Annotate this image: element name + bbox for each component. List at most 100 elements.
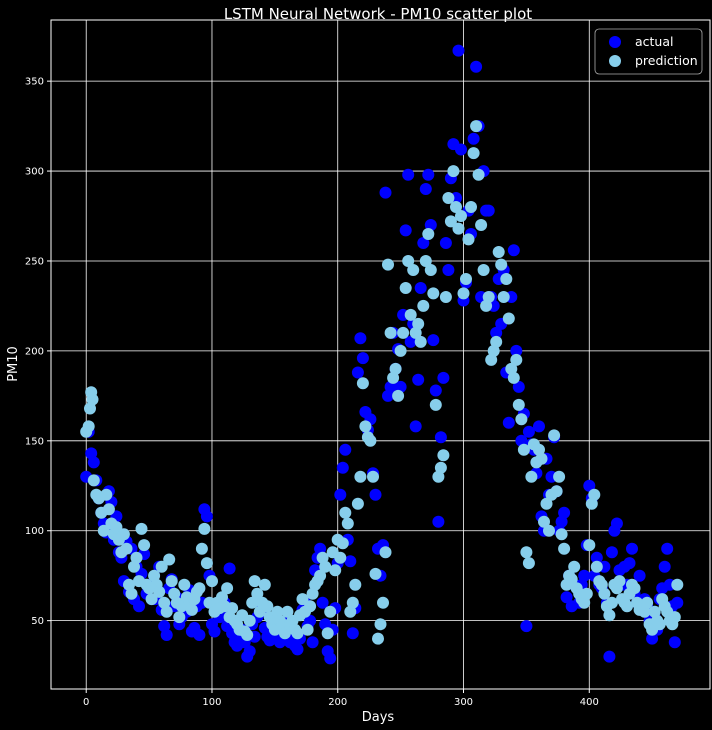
actual-point — [422, 168, 435, 181]
prediction-point — [281, 605, 294, 618]
prediction-point — [442, 192, 455, 204]
actual-point — [351, 366, 364, 379]
prediction-point — [195, 542, 208, 555]
actual-point — [520, 620, 533, 633]
prediction-point — [153, 585, 166, 598]
prediction-point — [487, 344, 500, 357]
prediction-point — [344, 605, 357, 618]
prediction-point — [102, 503, 115, 516]
prediction-point — [241, 629, 254, 641]
prediction-point — [314, 569, 327, 582]
prediction-point — [216, 591, 228, 604]
prediction-point — [243, 614, 256, 627]
prediction-point — [533, 443, 545, 456]
prediction-point — [653, 618, 666, 631]
prediction-point — [434, 461, 447, 474]
prediction-point — [455, 210, 467, 222]
x-tick-label: 300 — [454, 697, 473, 708]
prediction-point — [605, 596, 618, 609]
prediction-point — [178, 578, 191, 591]
prediction-point — [248, 575, 261, 588]
actual-point — [583, 479, 596, 492]
prediction-point — [517, 443, 530, 456]
prediction-point — [251, 587, 264, 600]
prediction-point — [505, 362, 518, 375]
prediction-point — [369, 567, 382, 580]
prediction-point — [86, 393, 99, 406]
actual-point — [510, 344, 523, 357]
prediction-point — [110, 521, 123, 534]
actual-point — [382, 389, 394, 402]
prediction-point — [525, 470, 538, 483]
prediction-point — [580, 587, 593, 600]
prediction-point — [502, 312, 515, 325]
y-tick-label: 50 — [31, 616, 44, 627]
prediction-point — [497, 291, 510, 303]
prediction-point — [138, 539, 151, 552]
actual-point — [223, 562, 236, 575]
prediction-point — [372, 632, 384, 645]
actual-point — [668, 636, 681, 649]
prediction-point — [520, 546, 533, 559]
prediction-point — [379, 546, 392, 559]
actual-point — [512, 380, 525, 393]
legend-marker-prediction — [609, 55, 621, 67]
x-axis-label: Days — [362, 710, 395, 725]
prediction-point — [414, 335, 427, 348]
actual-point — [394, 380, 407, 393]
prediction-point — [397, 326, 410, 339]
actual-point — [522, 425, 535, 438]
prediction-point — [588, 488, 601, 501]
prediction-point — [384, 326, 397, 339]
prediction-point — [465, 201, 477, 213]
prediction-point — [296, 593, 309, 606]
actual-point — [87, 456, 100, 469]
y-axis-label: PM10 — [6, 346, 21, 382]
prediction-point — [412, 317, 425, 330]
actual-point — [455, 143, 467, 156]
actual-point — [432, 515, 445, 528]
prediction-point — [668, 611, 681, 624]
prediction-point — [123, 578, 135, 591]
plot-frame — [50, 19, 711, 690]
prediction-point — [221, 582, 234, 595]
x-tick-label: 200 — [328, 697, 347, 708]
actual-point — [439, 237, 452, 249]
actual-point — [605, 546, 618, 559]
prediction-point — [548, 429, 561, 442]
actual-point — [442, 264, 455, 276]
prediction-point — [565, 573, 578, 586]
prediction-point — [324, 605, 337, 618]
prediction-point — [341, 517, 354, 530]
prediction-point — [568, 560, 581, 573]
actual-point — [304, 614, 317, 627]
prediction-point — [148, 569, 161, 582]
actual-point — [306, 636, 319, 649]
y-tick-label: 300 — [25, 167, 44, 178]
x-tick-label: 400 — [580, 697, 599, 708]
actual-point — [334, 488, 347, 501]
chart-title: LSTM Neural Network - PM10 scatter plot — [224, 5, 532, 23]
legend-label-actual: actual — [635, 34, 674, 49]
x-tick-label: 100 — [202, 697, 221, 708]
prediction-point — [515, 413, 528, 426]
actual-point — [409, 420, 422, 433]
actual-point — [369, 488, 382, 501]
prediction-point — [472, 168, 485, 181]
prediction-point — [336, 537, 349, 550]
prediction-point — [351, 497, 364, 510]
prediction-point — [495, 258, 508, 271]
prediction-point — [117, 528, 130, 541]
prediction-point — [374, 618, 387, 631]
prediction-point — [165, 575, 178, 588]
actual-point — [578, 569, 591, 582]
prediction-point — [334, 551, 347, 564]
data-points — [80, 44, 684, 665]
series-prediction — [80, 120, 684, 645]
actual-point — [419, 183, 432, 195]
prediction-point — [301, 623, 314, 636]
prediction-point — [321, 627, 334, 640]
prediction-point — [452, 222, 465, 235]
prediction-point — [492, 246, 505, 258]
prediction-point — [399, 282, 412, 294]
